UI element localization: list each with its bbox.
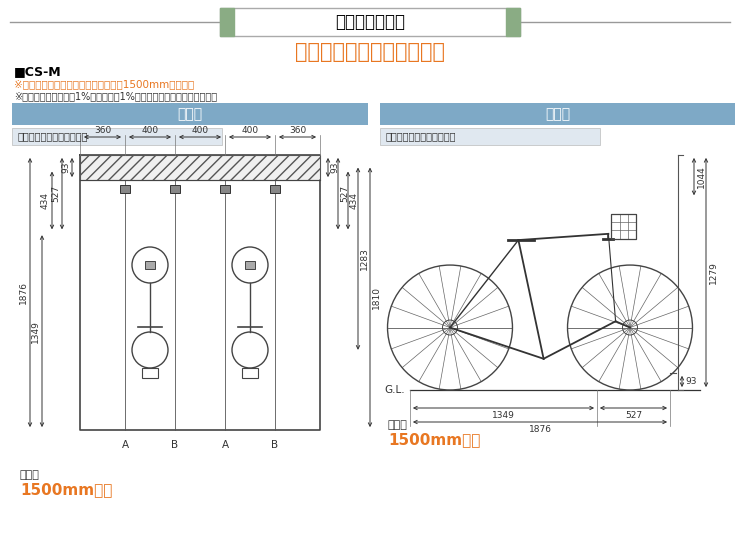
Polygon shape bbox=[506, 8, 520, 36]
FancyBboxPatch shape bbox=[220, 8, 520, 36]
FancyBboxPatch shape bbox=[120, 185, 130, 193]
Text: 434: 434 bbox=[41, 192, 50, 209]
Text: 1044: 1044 bbox=[697, 165, 706, 188]
Polygon shape bbox=[220, 8, 234, 36]
Text: 400: 400 bbox=[241, 126, 258, 135]
Text: 527: 527 bbox=[51, 185, 60, 202]
Text: 1876: 1876 bbox=[528, 425, 551, 434]
Text: 434: 434 bbox=[350, 192, 359, 209]
Text: A: A bbox=[221, 440, 229, 450]
Text: ※通路幅は収納した自転車後輪端より1500mmが目安。: ※通路幅は収納した自転車後輪端より1500mmが目安。 bbox=[14, 79, 194, 89]
FancyBboxPatch shape bbox=[12, 103, 368, 125]
FancyBboxPatch shape bbox=[380, 128, 600, 145]
Text: 400: 400 bbox=[192, 126, 209, 135]
Text: 1500mm以上: 1500mm以上 bbox=[388, 432, 480, 447]
Text: 通路幅: 通路幅 bbox=[20, 470, 40, 480]
FancyBboxPatch shape bbox=[170, 185, 180, 193]
FancyBboxPatch shape bbox=[220, 185, 230, 193]
Polygon shape bbox=[80, 155, 320, 180]
FancyBboxPatch shape bbox=[270, 185, 280, 193]
FancyBboxPatch shape bbox=[380, 103, 735, 125]
Text: 93: 93 bbox=[685, 377, 696, 386]
FancyBboxPatch shape bbox=[12, 128, 222, 145]
Text: 400: 400 bbox=[141, 126, 158, 135]
Text: 1283: 1283 bbox=[360, 247, 369, 270]
Text: 側面図: 側面図 bbox=[545, 107, 570, 121]
Text: B: B bbox=[272, 440, 278, 450]
Text: 平面図・側面図: 平面図・側面図 bbox=[335, 13, 405, 31]
Text: 93: 93 bbox=[330, 162, 339, 173]
Text: 527: 527 bbox=[340, 185, 349, 202]
Text: 93: 93 bbox=[61, 162, 70, 173]
Text: 1876: 1876 bbox=[19, 281, 28, 304]
Text: 360: 360 bbox=[94, 126, 111, 135]
Text: 1279: 1279 bbox=[709, 261, 718, 284]
Text: 1349: 1349 bbox=[31, 320, 40, 342]
Text: カゴ付き自転車収納の場合: カゴ付き自転車収納の場合 bbox=[295, 42, 445, 62]
Text: ※床面の勾配は横方向1%、前後方向1%以下の面に設置してください。: ※床面の勾配は横方向1%、前後方向1%以下の面に設置してください。 bbox=[14, 91, 217, 101]
Text: G.L.: G.L. bbox=[384, 385, 405, 395]
Text: 通路幅: 通路幅 bbox=[388, 420, 408, 430]
Text: 527: 527 bbox=[625, 411, 642, 420]
Text: 平面図: 平面図 bbox=[178, 107, 203, 121]
FancyBboxPatch shape bbox=[145, 261, 155, 269]
Text: A: A bbox=[121, 440, 129, 450]
Text: 1349: 1349 bbox=[492, 411, 515, 420]
Text: ■CS-M: ■CS-M bbox=[14, 65, 61, 78]
Text: 360: 360 bbox=[289, 126, 306, 135]
Text: 1500mm以上: 1500mm以上 bbox=[20, 482, 112, 497]
Text: B: B bbox=[172, 440, 178, 450]
Text: 1810: 1810 bbox=[372, 286, 381, 309]
FancyBboxPatch shape bbox=[245, 261, 255, 269]
Text: カゴ付き自転車収納の場合: カゴ付き自転車収納の場合 bbox=[386, 132, 457, 141]
Text: カゴ付き自転車収納の場合: カゴ付き自転車収納の場合 bbox=[18, 132, 89, 141]
